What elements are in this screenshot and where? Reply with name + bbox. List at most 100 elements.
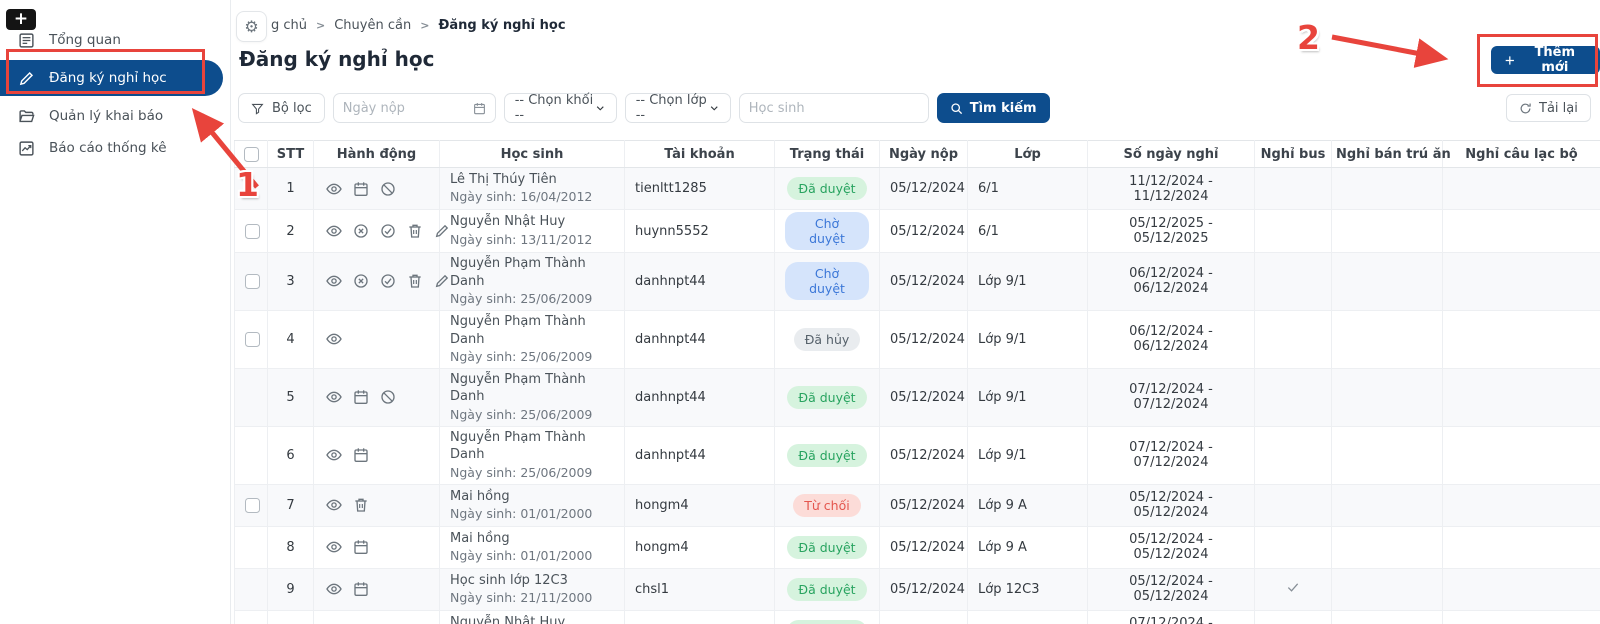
trash-action-button[interactable] bbox=[353, 497, 369, 513]
row-stt: 5 bbox=[268, 368, 314, 426]
ban-action-button[interactable] bbox=[380, 389, 396, 405]
sidebar-item-dang-ky-nghi-hoc[interactable]: Đăng ký nghỉ học bbox=[0, 60, 223, 96]
row-student: Nguyễn Nhật HuyNgày sinh: 13/11/2012 bbox=[440, 610, 625, 624]
select-all-checkbox[interactable] bbox=[244, 147, 259, 162]
student-input[interactable] bbox=[749, 101, 919, 116]
calendar-action-button[interactable] bbox=[353, 389, 369, 405]
eye-action-button[interactable] bbox=[326, 447, 342, 463]
calendar-action-button[interactable] bbox=[353, 539, 369, 555]
calendar-action-button[interactable] bbox=[353, 181, 369, 197]
row-cau-lac-bo bbox=[1443, 526, 1600, 568]
row-student: Mai hồngNgày sinh: 01/01/2000 bbox=[440, 484, 625, 526]
reload-button[interactable]: Tải lại bbox=[1506, 94, 1591, 122]
grade-select[interactable]: -- Chọn khối -- bbox=[504, 93, 617, 123]
eye-action-button[interactable] bbox=[326, 497, 342, 513]
circle-check-icon bbox=[380, 223, 396, 239]
calendar-action-button[interactable] bbox=[353, 581, 369, 597]
eye-action-button[interactable] bbox=[326, 273, 342, 289]
row-account: danhnpt44 bbox=[625, 253, 775, 311]
row-stt: 9 bbox=[268, 568, 314, 610]
eye-action-button[interactable] bbox=[326, 389, 342, 405]
sidebar-item-bao-cao-thong-ke[interactable]: Báo cáo thống kê bbox=[0, 134, 230, 162]
chevron-down-icon bbox=[595, 102, 606, 114]
row-checkbox-cell bbox=[235, 168, 268, 210]
filter-bar: Bộ lọc -- Chọn khối -- -- Chọn lớp -- Tì… bbox=[238, 93, 1050, 123]
row-account: huynn5552 bbox=[625, 210, 775, 253]
circle-check-action-button[interactable] bbox=[380, 223, 396, 239]
reload-label: Tải lại bbox=[1539, 101, 1578, 116]
row-student: Nguyễn Phạm Thành DanhNgày sinh: 25/06/2… bbox=[440, 310, 625, 368]
student-dob: Ngày sinh: 01/01/2000 bbox=[450, 548, 614, 565]
row-checkbox[interactable] bbox=[245, 498, 260, 513]
status-badge: Đã duyệt bbox=[787, 536, 866, 559]
filter-label: Bộ lọc bbox=[272, 101, 312, 116]
pencil-action-button[interactable] bbox=[434, 223, 450, 239]
row-student: Nguyễn Phạm Thành DanhNgày sinh: 25/06/2… bbox=[440, 253, 625, 311]
sidebar-item-tong-quan[interactable]: Tổng quan bbox=[0, 26, 230, 54]
circle-x-action-button[interactable] bbox=[353, 223, 369, 239]
table-row: 10Nguyễn Nhật HuyNgày sinh: 13/11/2012hu… bbox=[235, 610, 1600, 624]
circle-check-action-button[interactable] bbox=[380, 273, 396, 289]
row-actions bbox=[314, 210, 440, 253]
row-leave-range: 07/12/2024 - 07/12/2024 bbox=[1088, 368, 1255, 426]
row-stt: 10 bbox=[268, 610, 314, 624]
row-class: Lớp 9/1 bbox=[968, 310, 1088, 368]
circle-x-action-button[interactable] bbox=[353, 273, 369, 289]
sidebar-item-quan-ly-khai-bao[interactable]: Quản lý khai báo bbox=[0, 102, 230, 130]
row-actions bbox=[314, 426, 440, 484]
eye-icon bbox=[326, 497, 342, 513]
search-label: Tìm kiếm bbox=[970, 101, 1037, 116]
calendar-action-button[interactable] bbox=[353, 447, 369, 463]
circle-x-icon bbox=[353, 273, 369, 289]
gear-icon: ⚙ bbox=[244, 17, 258, 36]
class-select[interactable]: -- Chọn lớp -- bbox=[625, 93, 731, 123]
eye-action-button[interactable] bbox=[326, 581, 342, 597]
row-submit-date: 05/12/2024 bbox=[880, 426, 968, 484]
search-button[interactable]: Tìm kiếm bbox=[937, 93, 1050, 123]
row-cau-lac-bo bbox=[1443, 568, 1600, 610]
filter-button[interactable]: Bộ lọc bbox=[238, 93, 325, 123]
row-account: chsl1 bbox=[625, 568, 775, 610]
row-checkbox[interactable] bbox=[245, 332, 260, 347]
settings-button[interactable]: ⚙ bbox=[236, 11, 267, 42]
student-dob: Ngày sinh: 25/06/2009 bbox=[450, 349, 614, 366]
row-ban-tru bbox=[1332, 368, 1443, 426]
student-dob: Ngày sinh: 25/06/2009 bbox=[450, 291, 614, 308]
row-class: Lớp 9 A bbox=[968, 526, 1088, 568]
eye-action-button[interactable] bbox=[326, 223, 342, 239]
eye-action-button[interactable] bbox=[326, 331, 342, 347]
chart-icon bbox=[18, 140, 35, 157]
add-new-button[interactable]: Thêm mới bbox=[1491, 46, 1600, 74]
ban-action-button[interactable] bbox=[380, 181, 396, 197]
trash-action-button[interactable] bbox=[407, 273, 423, 289]
calendar-icon bbox=[353, 389, 369, 405]
pencil-action-button[interactable] bbox=[434, 273, 450, 289]
trash-action-button[interactable] bbox=[407, 223, 423, 239]
sidebar-expand-button[interactable]: + bbox=[6, 9, 36, 30]
col-header-tai-khoan: Tài khoản bbox=[625, 141, 775, 168]
calendar-icon bbox=[353, 181, 369, 197]
row-checkbox[interactable] bbox=[245, 224, 260, 239]
table-row: 2Nguyễn Nhật HuyNgày sinh: 13/11/2012huy… bbox=[235, 210, 1600, 253]
action-buttons bbox=[324, 223, 429, 239]
row-leave-range: 06/12/2024 - 06/12/2024 bbox=[1088, 253, 1255, 311]
row-class: 6/1 bbox=[968, 210, 1088, 253]
calendar-icon[interactable] bbox=[473, 102, 486, 115]
breadcrumb-current: Đăng ký nghỉ học bbox=[438, 18, 565, 33]
submit-date-field bbox=[333, 93, 496, 123]
row-ban-tru bbox=[1332, 484, 1443, 526]
eye-action-button[interactable] bbox=[326, 181, 342, 197]
row-class: 6/1 bbox=[968, 168, 1088, 210]
col-header-nghi-ban-tru-an: Nghỉ bán trú ăn bbox=[1332, 141, 1443, 168]
row-checkbox[interactable] bbox=[245, 274, 260, 289]
breadcrumb-chuyen-can[interactable]: Chuyên cần bbox=[334, 18, 411, 33]
eye-icon bbox=[326, 581, 342, 597]
submit-date-input[interactable] bbox=[343, 101, 473, 116]
overview-icon bbox=[18, 32, 35, 49]
leave-table: STT Hành động Học sinh Tài khoản Trạng t… bbox=[234, 140, 1600, 624]
eye-action-button[interactable] bbox=[326, 539, 342, 555]
row-leave-range: 07/12/2024 - 07/12/2024 bbox=[1088, 426, 1255, 484]
action-buttons bbox=[324, 581, 429, 597]
row-account: danhnpt44 bbox=[625, 368, 775, 426]
breadcrumb-home[interactable]: g chủ bbox=[271, 18, 307, 33]
